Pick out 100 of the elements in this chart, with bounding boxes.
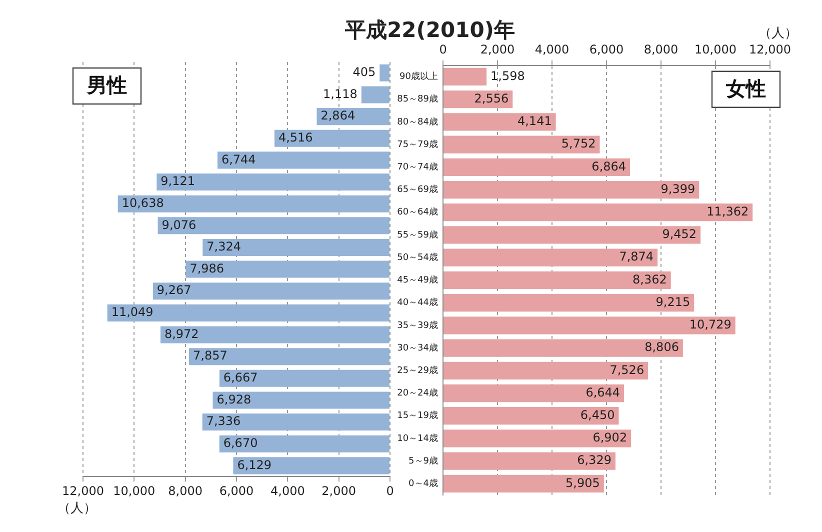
data-label: 6,670 xyxy=(223,436,258,450)
bar xyxy=(274,130,390,147)
bar xyxy=(107,304,390,322)
x2-tick-label: 6,000 xyxy=(589,42,624,56)
data-label: 6,450 xyxy=(580,408,615,422)
data-label: 9,121 xyxy=(160,174,196,188)
x-tick-label: 10,000 xyxy=(113,484,156,498)
x2-tick-label: 4,000 xyxy=(534,42,570,56)
data-label: 7,324 xyxy=(206,240,241,254)
data-label: 10,638 xyxy=(122,196,164,210)
y-tick-label: 90歳以上 xyxy=(400,71,438,82)
bar xyxy=(444,407,619,425)
bar xyxy=(444,362,648,380)
bar xyxy=(444,271,671,290)
bar xyxy=(444,474,604,493)
data-label: 7,336 xyxy=(206,414,241,428)
bar xyxy=(444,452,616,470)
y-tick-label: 25～29歳 xyxy=(397,364,438,376)
bar xyxy=(444,136,600,154)
bar xyxy=(118,195,390,212)
y-tick-label: 80～84歳 xyxy=(397,116,438,128)
bar xyxy=(158,217,390,234)
y-tick-label: 15～19歳 xyxy=(397,410,438,422)
x-tick-label: 0 xyxy=(386,484,394,498)
x-tick-label: 12,000 xyxy=(62,484,104,498)
data-label: 9,399 xyxy=(660,182,696,196)
data-label: 9,452 xyxy=(662,227,697,242)
y-tick-label: 40～44歳 xyxy=(397,297,438,308)
data-label: 6,928 xyxy=(216,392,252,406)
bar xyxy=(188,348,390,366)
bar xyxy=(152,282,390,300)
data-label: 9,267 xyxy=(156,283,192,298)
x2-tick-label: 12,000 xyxy=(749,42,791,56)
data-label: 6,644 xyxy=(586,385,620,400)
data-label: 2,864 xyxy=(320,108,356,123)
bar xyxy=(160,326,390,344)
bar xyxy=(361,86,390,104)
data-label: 7,857 xyxy=(192,348,228,363)
data-label: 6,329 xyxy=(577,453,612,468)
data-label: 6,129 xyxy=(237,458,272,472)
y-tick-label: 10～14歳 xyxy=(397,432,438,444)
bar xyxy=(444,248,658,266)
bar xyxy=(444,204,753,222)
bar xyxy=(444,384,624,402)
data-label: 10,729 xyxy=(689,318,732,332)
data-label: 5,752 xyxy=(561,136,596,151)
data-label: 7,526 xyxy=(610,362,644,377)
y-tick-label: 35～39歳 xyxy=(397,320,438,331)
bar xyxy=(444,430,632,448)
chart-title: 平成22(2010)年 xyxy=(344,17,516,44)
data-label: 8,362 xyxy=(632,272,667,286)
bar xyxy=(217,152,390,169)
data-label: 9,215 xyxy=(656,294,690,309)
bar xyxy=(444,180,700,199)
bar xyxy=(219,435,390,452)
x-tick-label: 8,000 xyxy=(168,484,203,498)
data-label: 6,667 xyxy=(223,370,258,385)
y-tick-label: 50～54歳 xyxy=(397,252,438,263)
y-tick-label: 70～74歳 xyxy=(397,161,438,172)
y-tick-label: 75～79歳 xyxy=(397,138,438,150)
bar xyxy=(156,174,390,191)
x2-tick-label: 8,000 xyxy=(644,42,678,56)
data-label: 1,118 xyxy=(323,86,358,101)
y-tick-label: 65～69歳 xyxy=(397,184,438,196)
data-label: 6,864 xyxy=(592,159,626,174)
x-tick-label: 4,000 xyxy=(270,484,305,498)
data-label: 2,556 xyxy=(474,91,509,106)
bar xyxy=(186,260,390,278)
y-tick-label: 85～89歳 xyxy=(397,94,438,105)
y-tick-label: 0～4歳 xyxy=(408,478,438,490)
y-tick-label: 30～34歳 xyxy=(397,342,438,354)
data-label: 11,362 xyxy=(706,204,749,218)
bar xyxy=(444,158,630,176)
data-label: 1,598 xyxy=(490,68,525,83)
data-label: 8,972 xyxy=(164,326,199,341)
y-tick-label: 55～59歳 xyxy=(397,229,438,240)
x-tick-label: 6,000 xyxy=(219,484,254,498)
data-label: 7,874 xyxy=(619,250,654,264)
data-label: 7,986 xyxy=(190,261,224,276)
data-label: 8,806 xyxy=(644,340,679,354)
bar xyxy=(219,370,390,387)
data-label: 4,141 xyxy=(517,114,552,128)
bar xyxy=(444,226,701,244)
bar xyxy=(212,392,390,409)
bar xyxy=(233,457,390,474)
data-label: 5,905 xyxy=(566,476,600,490)
bar xyxy=(444,68,487,86)
x2-axis-title: （人） xyxy=(758,26,798,41)
bar xyxy=(444,316,736,334)
x2-tick-label: 2,000 xyxy=(480,42,515,56)
bar xyxy=(202,238,390,256)
x2-tick-label: 10,000 xyxy=(694,42,736,56)
data-label: 4,516 xyxy=(278,130,313,144)
x-tick-label: 2,000 xyxy=(322,484,356,498)
x-axis-title: （人） xyxy=(58,500,96,516)
data-label: 11,049 xyxy=(111,305,154,320)
bar xyxy=(444,339,683,357)
annotation: 男性 xyxy=(86,73,127,98)
bar xyxy=(444,113,556,131)
y-tick-label: 20～24歳 xyxy=(397,388,438,399)
